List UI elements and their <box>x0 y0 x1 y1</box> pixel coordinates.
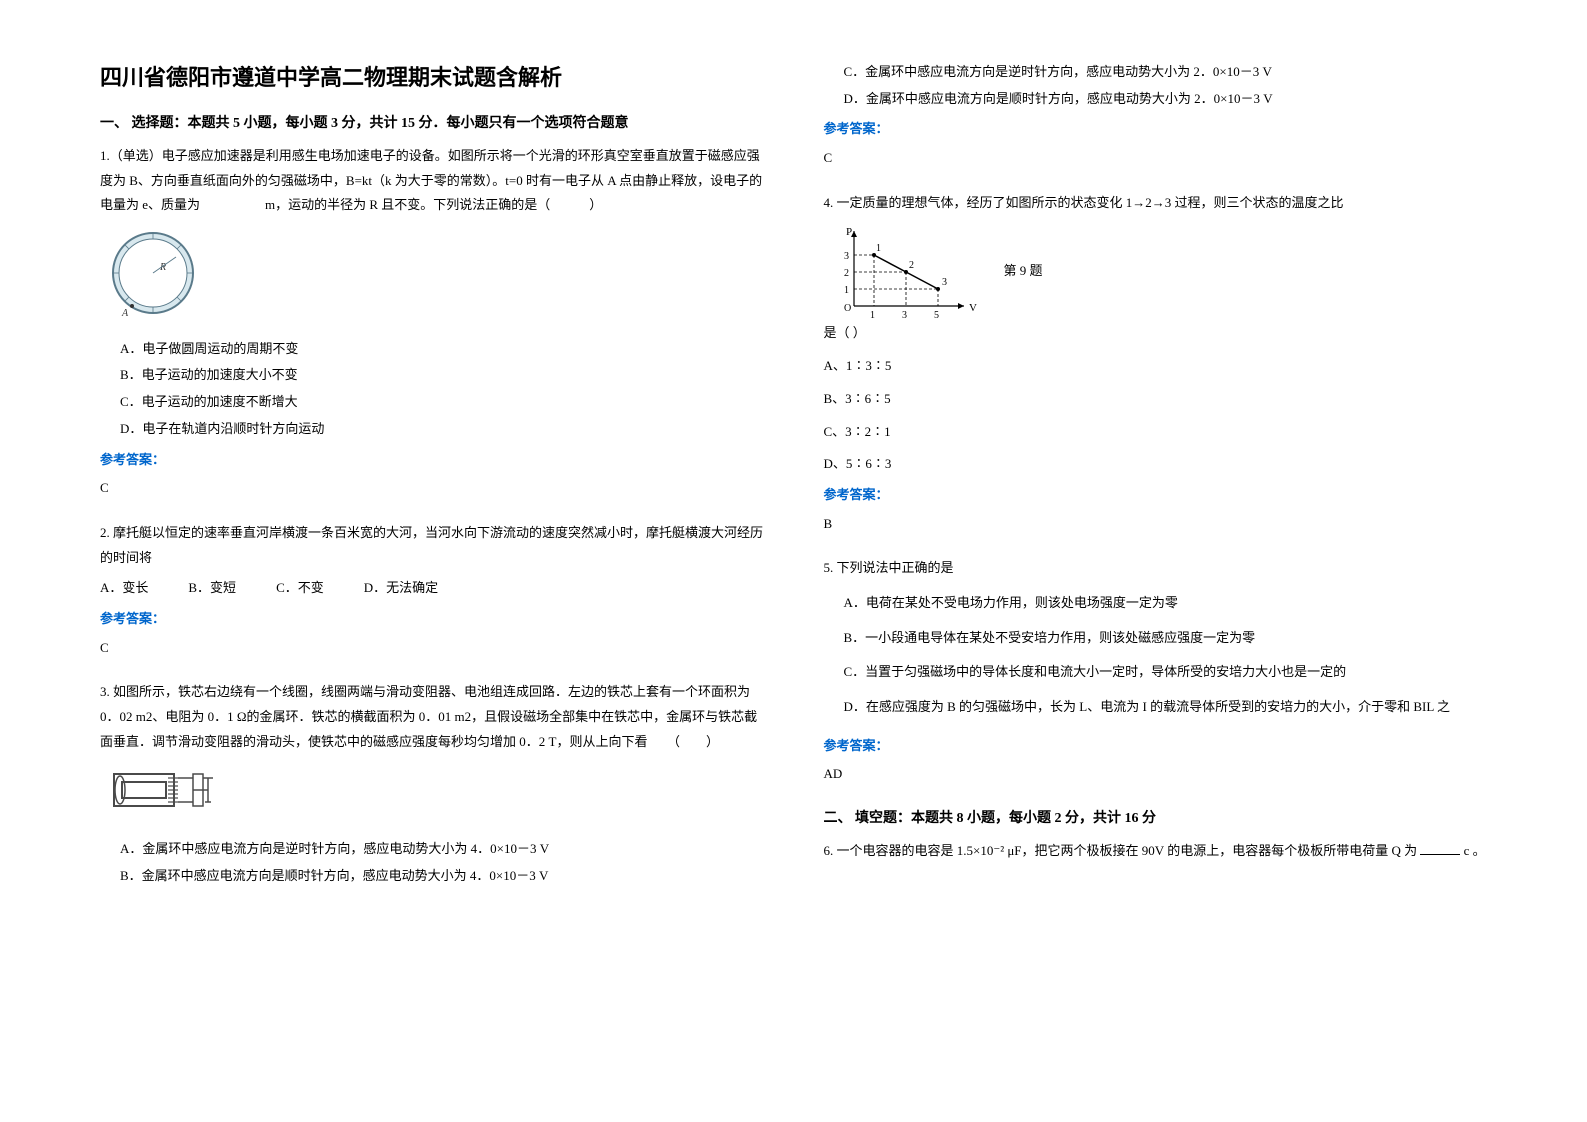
page-title: 四川省德阳市遵道中学高二物理期末试题含解析 <box>100 60 764 92</box>
q3-answer: C <box>824 146 1488 171</box>
q3-opt-d: D．金属环中感应电流方向是顺时针方向，感应电动势大小为 2．0×10－3 V <box>844 87 1488 112</box>
transformer-diagram <box>108 764 764 827</box>
q5-opt-b: B．一小段通电导体在某处不受安培力作用，则该处磁感应强度一定为零 <box>844 626 1488 651</box>
right-column: C．金属环中感应电流方向是逆时针方向，感应电动势大小为 2．0×10－3 V D… <box>824 60 1488 1062</box>
point-a-label: A <box>121 308 129 318</box>
q4-text-after: 是（ ） <box>824 321 1488 346</box>
q5-answer-label: 参考答案： <box>824 734 1488 759</box>
circle-diagram: R A <box>108 228 764 327</box>
q4-text-before: 4. 一定质量的理想气体，经历了如图所示的状态变化 1→2→3 过程，则三个状态… <box>824 191 1488 216</box>
section-1-header: 一、 选择题：本题共 5 小题，每小题 3 分，共计 15 分．每小题只有一个选… <box>100 112 764 132</box>
q1-opt-a: A．电子做圆周运动的周期不变 <box>120 337 764 362</box>
q4-opt-d: D、5∶6∶3 <box>824 452 1488 477</box>
q2-text: 2. 摩托艇以恒定的速率垂直河岸横渡一条百米宽的大河，当河水向下游流动的速度突然… <box>100 521 764 570</box>
svg-text:3: 3 <box>902 310 907 321</box>
q4-answer: B <box>824 512 1488 537</box>
question-3-cont: C．金属环中感应电流方向是逆时针方向，感应电动势大小为 2．0×10－3 V D… <box>824 60 1488 183</box>
axis-v: V <box>969 302 977 314</box>
q3-opt-a: A．金属环中感应电流方向是逆时针方向，感应电动势大小为 4．0×10－3 V <box>120 837 764 862</box>
q5-opt-a: A．电荷在某处不受电场力作用，则该处电场强度一定为零 <box>844 591 1488 616</box>
svg-text:5: 5 <box>934 310 939 321</box>
q1-text: 1.（单选）电子感应加速器是利用感生电场加速电子的设备。如图所示将一个光滑的环形… <box>100 144 764 218</box>
q3-opt-c: C．金属环中感应电流方向是逆时针方向，感应电动势大小为 2．0×10－3 V <box>844 60 1488 85</box>
svg-text:O: O <box>844 303 851 314</box>
svg-text:1: 1 <box>844 285 849 296</box>
q5-answer: AD <box>824 762 1488 787</box>
svg-text:2: 2 <box>909 260 914 271</box>
question-5: 5. 下列说法中正确的是 A．电荷在某处不受电场力作用，则该处电场强度一定为零 … <box>824 556 1488 799</box>
q3-opt-b: B．金属环中感应电流方向是顺时针方向，感应电动势大小为 4．0×10－3 V <box>120 864 764 889</box>
q6-text-after: c 。 <box>1464 843 1486 858</box>
q4-answer-label: 参考答案： <box>824 483 1488 508</box>
q1-opt-d: D．电子在轨道内沿顺时针方向运动 <box>120 417 764 442</box>
question-4: 4. 一定质量的理想气体，经历了如图所示的状态变化 1→2→3 过程，则三个状态… <box>824 191 1488 549</box>
svg-text:2: 2 <box>844 268 849 279</box>
q5-opt-d: D．在感应强度为 B 的匀强磁场中，长为 L、电流为 I 的载流导体所受到的安培… <box>844 695 1488 720</box>
q2-opt-d: D．无法确定 <box>364 576 438 601</box>
q3-answer-label: 参考答案： <box>824 117 1488 142</box>
q1-answer-label: 参考答案： <box>100 448 764 473</box>
q5-text: 5. 下列说法中正确的是 <box>824 556 1488 581</box>
q1-opt-b: B．电子运动的加速度大小不变 <box>120 363 764 388</box>
pv-diagram-wrap: P V O 1 2 3 1 3 5 <box>824 221 1488 321</box>
svg-text:1: 1 <box>870 310 875 321</box>
q2-answer-label: 参考答案： <box>100 607 764 632</box>
left-column: 四川省德阳市遵道中学高二物理期末试题含解析 一、 选择题：本题共 5 小题，每小… <box>100 60 764 1062</box>
q2-opt-a: A．变长 <box>100 576 148 601</box>
q2-answer: C <box>100 636 764 661</box>
q4-opt-a: A、1∶3∶5 <box>824 354 1488 379</box>
q2-opt-b: B．变短 <box>188 576 236 601</box>
q4-opt-b: B、3∶6∶5 <box>824 387 1488 412</box>
q5-opt-c: C．当置于匀强磁场中的导体长度和电流大小一定时，导体所受的安培力大小也是一定的 <box>844 660 1488 685</box>
q2-opt-c: C．不变 <box>276 576 324 601</box>
q1-opt-c: C．电子运动的加速度不断增大 <box>120 390 764 415</box>
q4-opt-c: C、3∶2∶1 <box>824 420 1488 445</box>
q6-text-before: 6. 一个电容器的电容是 1.5×10⁻² μF，把它两个极板接在 90V 的电… <box>824 843 1418 858</box>
question-1: 1.（单选）电子感应加速器是利用感生电场加速电子的设备。如图所示将一个光滑的环形… <box>100 144 764 513</box>
svg-text:3: 3 <box>844 251 849 262</box>
question-2: 2. 摩托艇以恒定的速率垂直河岸横渡一条百米宽的大河，当河水向下游流动的速度突然… <box>100 521 764 672</box>
svg-text:1: 1 <box>876 243 881 254</box>
q2-options: A．变长 B．变短 C．不变 D．无法确定 <box>100 576 764 601</box>
pv-diagram: P V O 1 2 3 1 3 5 <box>824 221 984 321</box>
q3-text: 3. 如图所示，铁芯右边绕有一个线圈，线圈两端与滑动变阻器、电池组连成回路．左边… <box>100 680 764 754</box>
q1-answer: C <box>100 476 764 501</box>
axis-p: P <box>846 226 852 238</box>
question-6: 6. 一个电容器的电容是 1.5×10⁻² μF，把它两个极板接在 90V 的电… <box>824 839 1488 864</box>
question-3: 3. 如图所示，铁芯右边绕有一个线圈，线圈两端与滑动变阻器、电池组连成回路．左边… <box>100 680 764 890</box>
q4-diagram-label: 第 9 题 <box>1004 259 1043 284</box>
section-2-header: 二、 填空题：本题共 8 小题，每小题 2 分，共计 16 分 <box>824 807 1488 827</box>
svg-text:3: 3 <box>942 277 947 288</box>
q6-blank <box>1420 841 1460 855</box>
